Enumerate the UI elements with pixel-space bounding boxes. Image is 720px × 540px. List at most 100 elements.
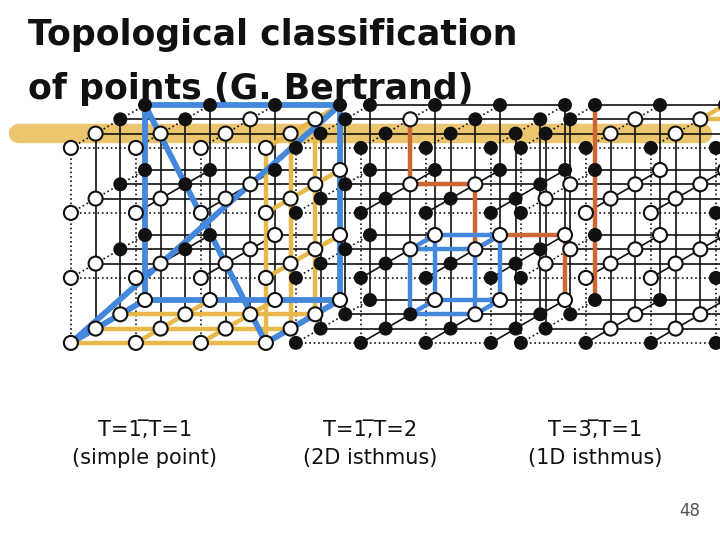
Circle shape: [419, 336, 433, 350]
Circle shape: [284, 126, 297, 140]
Circle shape: [718, 163, 720, 177]
Circle shape: [534, 242, 547, 256]
Circle shape: [693, 112, 707, 126]
Circle shape: [363, 228, 377, 242]
Circle shape: [153, 256, 168, 271]
Circle shape: [89, 256, 102, 271]
Circle shape: [354, 206, 368, 220]
Circle shape: [653, 293, 667, 307]
Circle shape: [579, 336, 593, 350]
Circle shape: [363, 163, 377, 177]
Circle shape: [644, 206, 658, 220]
Circle shape: [308, 242, 323, 256]
Circle shape: [534, 112, 547, 126]
Circle shape: [219, 192, 233, 206]
Text: T=1,̅T=1: T=1,̅T=1: [98, 420, 192, 440]
Circle shape: [403, 112, 418, 126]
Circle shape: [629, 242, 642, 256]
Circle shape: [113, 112, 127, 126]
Circle shape: [113, 177, 127, 191]
Circle shape: [428, 228, 442, 242]
Circle shape: [129, 206, 143, 220]
Circle shape: [709, 141, 720, 155]
Circle shape: [428, 98, 442, 112]
Circle shape: [333, 163, 347, 177]
Circle shape: [138, 293, 152, 307]
Circle shape: [308, 307, 323, 321]
Circle shape: [603, 126, 618, 140]
Circle shape: [89, 126, 102, 140]
Circle shape: [709, 271, 720, 285]
Circle shape: [338, 307, 352, 321]
Circle shape: [563, 307, 577, 321]
Circle shape: [534, 177, 547, 191]
Circle shape: [219, 126, 233, 140]
Circle shape: [179, 177, 192, 191]
Circle shape: [718, 98, 720, 112]
Circle shape: [644, 271, 658, 285]
Circle shape: [289, 141, 303, 155]
Circle shape: [379, 126, 392, 140]
Circle shape: [403, 242, 418, 256]
Circle shape: [153, 322, 168, 335]
Circle shape: [444, 192, 458, 206]
Circle shape: [179, 112, 192, 126]
Circle shape: [203, 163, 217, 177]
Circle shape: [514, 271, 528, 285]
Circle shape: [64, 141, 78, 155]
Circle shape: [354, 141, 368, 155]
Circle shape: [194, 271, 208, 285]
Circle shape: [428, 163, 442, 177]
Circle shape: [579, 271, 593, 285]
Circle shape: [539, 126, 553, 140]
Circle shape: [314, 126, 328, 140]
Circle shape: [379, 322, 392, 335]
Text: (simple point): (simple point): [73, 448, 217, 468]
Circle shape: [603, 192, 618, 206]
Circle shape: [64, 206, 78, 220]
Circle shape: [243, 177, 257, 191]
Circle shape: [629, 177, 642, 191]
Circle shape: [428, 293, 442, 307]
Circle shape: [484, 141, 498, 155]
Circle shape: [403, 307, 418, 321]
Circle shape: [129, 141, 143, 155]
Circle shape: [338, 112, 352, 126]
Circle shape: [558, 98, 572, 112]
Circle shape: [203, 228, 217, 242]
Circle shape: [484, 271, 498, 285]
Text: Topological classification: Topological classification: [28, 18, 518, 52]
Circle shape: [693, 307, 707, 321]
Circle shape: [718, 228, 720, 242]
Circle shape: [268, 98, 282, 112]
Circle shape: [558, 163, 572, 177]
Circle shape: [493, 98, 507, 112]
Circle shape: [419, 141, 433, 155]
Circle shape: [484, 206, 498, 220]
Circle shape: [314, 192, 328, 206]
Circle shape: [653, 228, 667, 242]
Circle shape: [363, 98, 377, 112]
Circle shape: [493, 163, 507, 177]
Circle shape: [419, 271, 433, 285]
Circle shape: [243, 242, 257, 256]
Circle shape: [284, 256, 297, 271]
Circle shape: [508, 126, 523, 140]
Circle shape: [138, 228, 152, 242]
Circle shape: [314, 322, 328, 335]
Circle shape: [468, 177, 482, 191]
Circle shape: [629, 112, 642, 126]
Circle shape: [539, 192, 553, 206]
Circle shape: [338, 177, 352, 191]
Circle shape: [508, 322, 523, 335]
Circle shape: [653, 98, 667, 112]
Circle shape: [563, 112, 577, 126]
Circle shape: [289, 206, 303, 220]
Circle shape: [203, 98, 217, 112]
Circle shape: [514, 336, 528, 350]
Circle shape: [64, 271, 78, 285]
Circle shape: [508, 192, 523, 206]
Circle shape: [514, 141, 528, 155]
Circle shape: [129, 271, 143, 285]
Circle shape: [484, 336, 498, 350]
